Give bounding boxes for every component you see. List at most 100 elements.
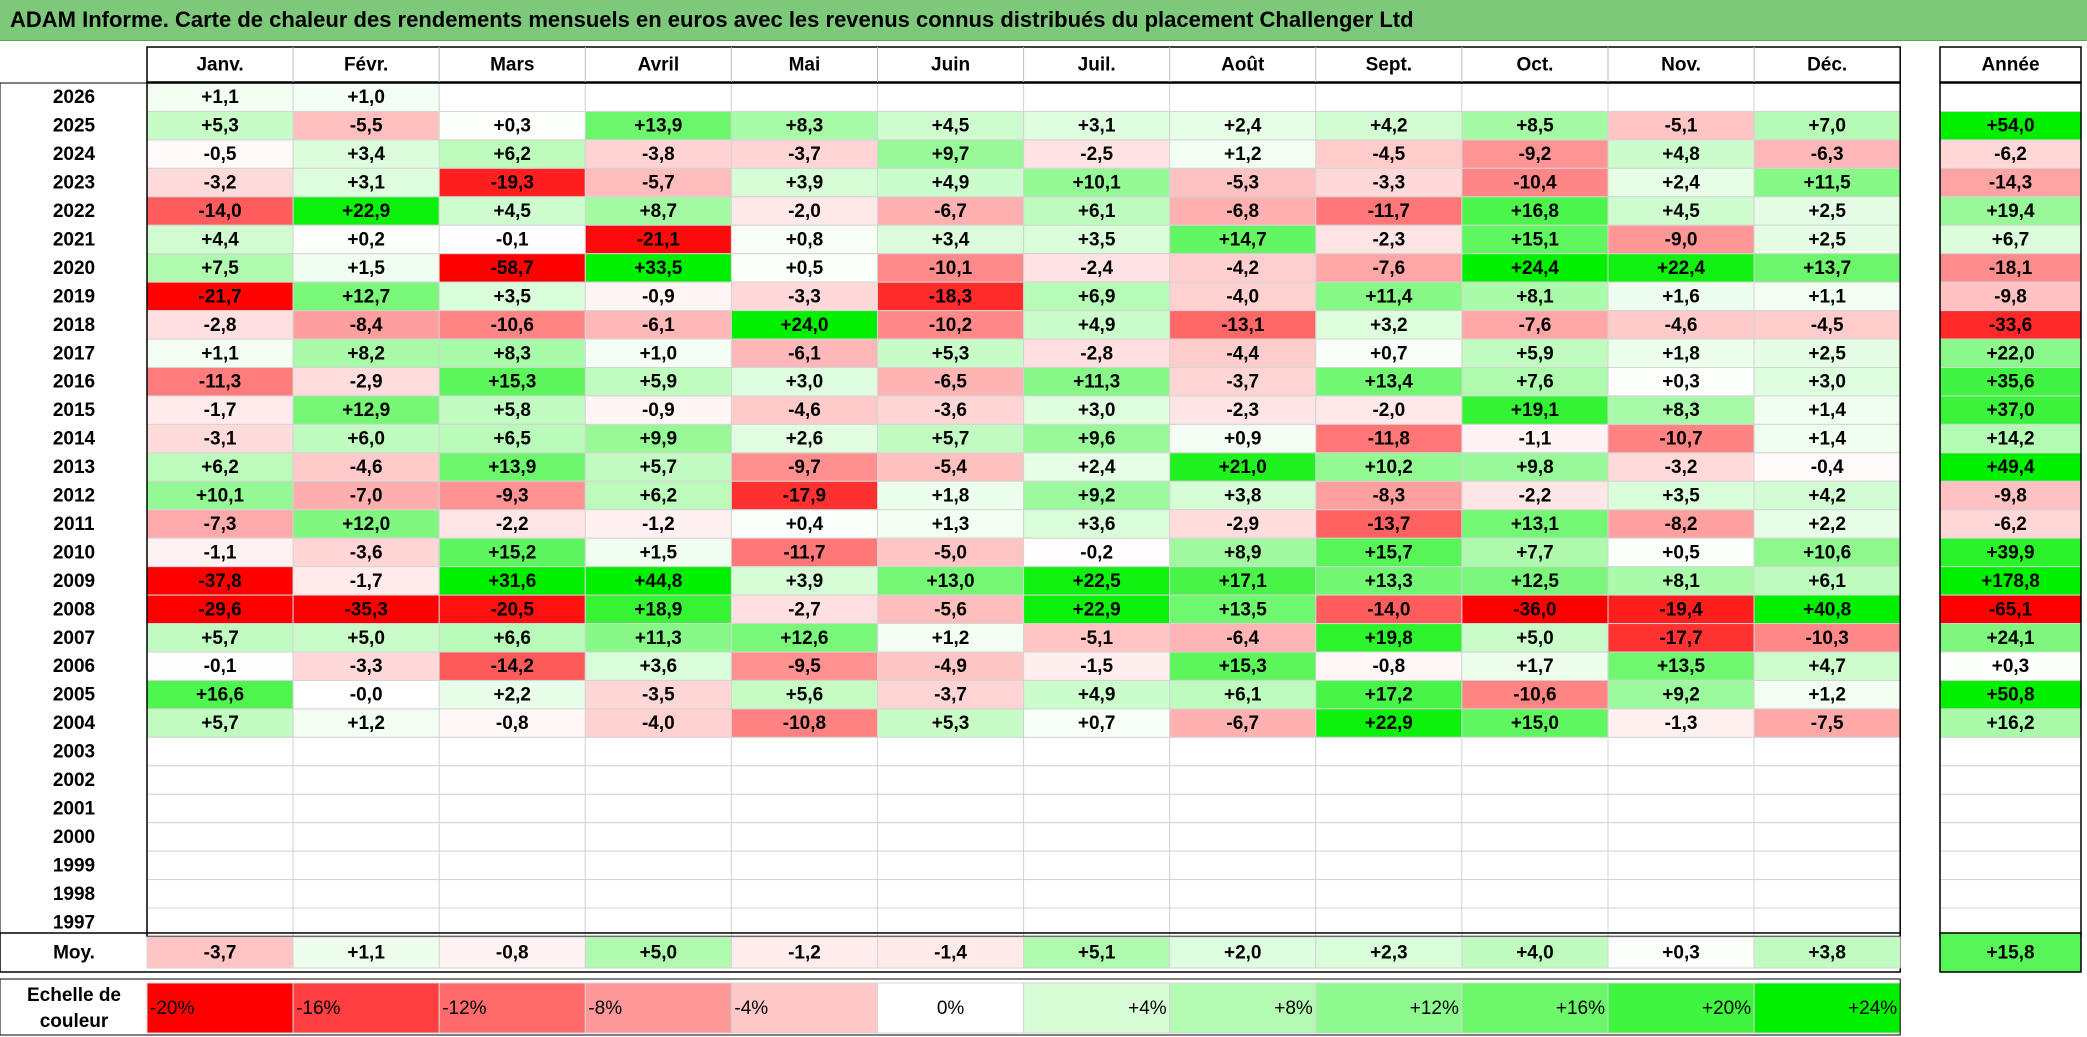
year-label-2014: 2014: [53, 429, 96, 450]
heatmap-cell: [292, 452, 440, 482]
cell-value: +5,3: [932, 343, 970, 364]
heatmap-cell: [877, 879, 1025, 909]
cell-value: +0,7: [1370, 343, 1408, 364]
cell-value: +3,0: [1078, 400, 1116, 421]
cell-value: +2,5: [1808, 343, 1846, 364]
heatmap-cell: [1315, 623, 1463, 653]
cell-value: -21,7: [198, 286, 241, 307]
heatmap-cell: [1169, 537, 1317, 568]
cell-value: +1,1: [1808, 286, 1846, 307]
cell-value: -19,3: [491, 173, 534, 194]
annual-cell: [1939, 736, 2082, 767]
scale-label: 0%: [937, 998, 965, 1019]
heatmap-cell: [1315, 537, 1463, 568]
heatmap-cell: [292, 480, 440, 511]
heatmap-cell: [438, 907, 586, 937]
heatmap-cell: [1315, 793, 1463, 824]
heatmap-cell: [584, 367, 732, 397]
cell-value: -3,7: [788, 144, 821, 165]
cell-value: -6,8: [1226, 201, 1259, 222]
heatmap-cell: [1461, 367, 1609, 397]
heatmap-cell: [584, 395, 732, 425]
heatmap-cell: [730, 537, 879, 568]
heatmap-cell: [292, 566, 440, 596]
heatmap-cell: [730, 822, 879, 852]
heatmap-cell: [1753, 566, 1901, 596]
annual-cell: [1939, 281, 2082, 312]
cell-value: -1,2: [642, 514, 675, 535]
scale-swatch: [730, 982, 879, 1034]
cell-value: -3,2: [1665, 457, 1698, 478]
heatmap-cell: [146, 509, 294, 539]
cell-value: -2,3: [1372, 229, 1405, 250]
heatmap-cell: [1607, 82, 1755, 112]
heatmap-cell: [1315, 765, 1463, 795]
cell-value: -10,1: [929, 258, 973, 279]
cell-value: -3,8: [642, 144, 675, 165]
average-value: +3,8: [1808, 943, 1846, 964]
heatmap-cell: [1315, 281, 1463, 312]
cell-value: -0,4: [1811, 457, 1844, 478]
cell-value: +44,8: [634, 571, 682, 592]
heatmap-cell: [1461, 679, 1609, 710]
scale-swatch: [1169, 982, 1317, 1034]
heatmap-cell: [730, 879, 879, 909]
cell-value: +15,3: [488, 372, 536, 393]
heatmap-cell: [584, 765, 732, 795]
heatmap-cell: [146, 850, 294, 881]
heatmap-cell: [146, 566, 294, 596]
cell-value: -0,0: [350, 685, 383, 706]
scale-label: +12%: [1410, 998, 1459, 1019]
cell-value: -2,0: [788, 201, 821, 222]
cell-value: +3,6: [1078, 514, 1116, 535]
cell-value: +15,3: [1219, 656, 1267, 677]
heatmap-cell: [1753, 480, 1901, 511]
month-header-4: Avril: [638, 55, 680, 76]
year-label-2008: 2008: [53, 599, 95, 620]
cell-value: +4,5: [932, 116, 970, 137]
heatmap-cell: [292, 281, 440, 312]
heatmap-cell: [1753, 509, 1901, 539]
year-label-2013: 2013: [53, 457, 95, 478]
cell-value: -3,1: [204, 429, 237, 450]
heatmap-cell: [1169, 623, 1317, 653]
heatmap-cell: [438, 850, 586, 881]
cell-value: -4,6: [350, 457, 383, 478]
month-header-9: Sept.: [1366, 55, 1412, 76]
annual-cell: [1939, 82, 2082, 112]
heatmap-cell: [1753, 281, 1901, 312]
heatmap-cell: [584, 822, 732, 852]
year-label-2002: 2002: [53, 770, 95, 791]
heatmap-cell: [1023, 82, 1171, 112]
cell-value: -1,7: [204, 400, 237, 421]
annual-header-cell: [1939, 46, 2082, 83]
year-label-2010: 2010: [53, 542, 95, 563]
heatmap-cell: [1461, 110, 1609, 141]
heatmap-cell: [877, 765, 1025, 795]
heatmap-cell: [877, 82, 1025, 112]
annual-cell: [1939, 679, 2082, 710]
heatmap-cell: [1753, 224, 1901, 255]
heatmap-cell: [1023, 395, 1171, 425]
annual-value: -9,8: [1994, 486, 2027, 507]
heatmap-cell: [584, 537, 732, 568]
cell-value: -5,7: [642, 173, 675, 194]
cell-value: +8,1: [1662, 571, 1700, 592]
year-label-2006: 2006: [53, 656, 95, 677]
heatmap-cell: [1023, 850, 1171, 881]
year-label-2012: 2012: [53, 486, 95, 507]
heatmap-cell: [1023, 793, 1171, 824]
heatmap-cell: [1607, 822, 1755, 852]
scale-label: +20%: [1702, 998, 1751, 1019]
scale-label: -8%: [588, 998, 622, 1019]
heatmap-cell: [1607, 310, 1755, 340]
heatmap-cell: [1169, 822, 1317, 852]
average-value: +5,1: [1078, 943, 1116, 964]
heatmap-cell: [1753, 82, 1901, 112]
cell-value: +1,2: [347, 713, 385, 734]
heatmap-cell: [584, 907, 732, 937]
heatmap-cell: [584, 480, 732, 511]
heatmap-cell: [877, 167, 1025, 198]
cell-value: +4,8: [1662, 144, 1700, 165]
heatmap-cell: [1315, 452, 1463, 482]
